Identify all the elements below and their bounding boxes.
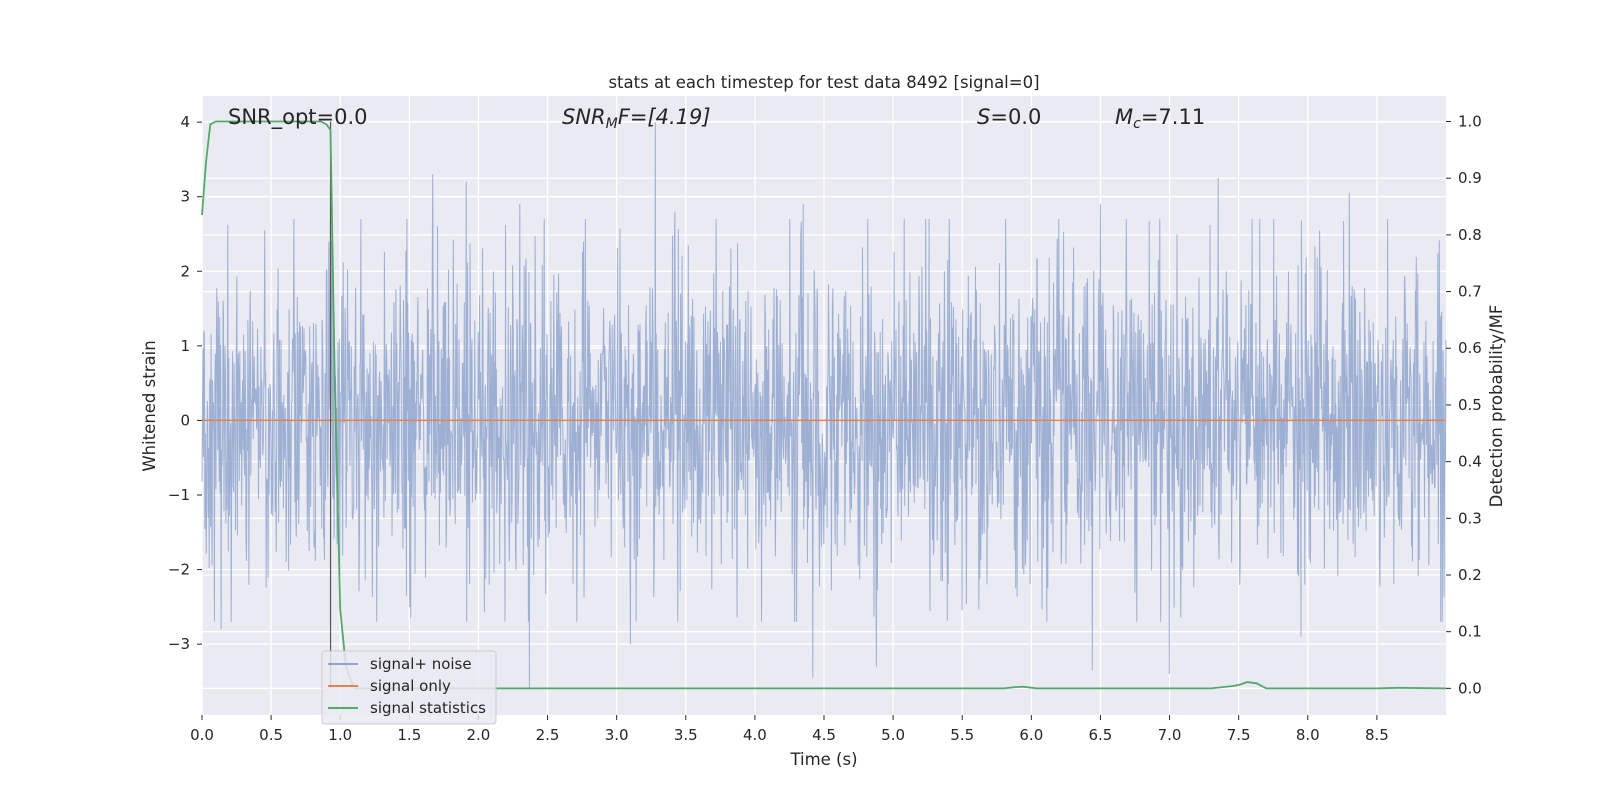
y-tick-label: 1	[180, 337, 190, 355]
annotation-s: S=0.0	[977, 105, 1041, 129]
legend-label-signal-only: signal only	[370, 677, 451, 695]
x-tick-label: 3.5	[674, 726, 698, 744]
y-right-tick-label: 0.6	[1458, 339, 1482, 357]
x-tick-label: 4.5	[812, 726, 836, 744]
y-right-tick-label: 0.4	[1458, 453, 1482, 471]
chart-title: stats at each timestep for test data 849…	[608, 73, 1039, 92]
legend-label-signal-statistics: signal statistics	[370, 699, 486, 717]
y-axis-label: Whitened strain	[140, 340, 159, 471]
grid	[201, 96, 1446, 715]
x-tick-label: 1.5	[397, 726, 421, 744]
x-tick-label: 5.5	[950, 726, 974, 744]
y-right-tick-label: 0.0	[1458, 679, 1482, 697]
y-tick-label: −3	[168, 635, 190, 653]
signal-statistics-line	[201, 120, 1447, 690]
x-tick-label: 7.5	[1227, 726, 1251, 744]
x-tick-label: 4.0	[743, 726, 767, 744]
tick-labels: 0.0 0.5 1.0 1.5 2.0 2.5 3.0 3.5 4.0 4.5 5.0 5.5 6.0 6…	[168, 113, 1482, 744]
legend-label-signal-noise: signal+ noise	[370, 655, 472, 673]
y-right-tick-label: 0.7	[1458, 283, 1482, 301]
y-tick-label: 4	[180, 113, 190, 131]
y-right-tick-label: 0.2	[1458, 566, 1482, 584]
signal-plus-noise-series	[201, 122, 1447, 689]
signal-plus-noise-line	[201, 122, 1447, 689]
y-right-axis-label: Detection probability/MF	[1487, 305, 1506, 508]
annotation-snr-mf: SNRMF=[4.19]	[562, 105, 711, 132]
x-tick-label: 3.0	[605, 726, 629, 744]
x-tick-label: 2.5	[536, 726, 560, 744]
y-tick-label: 3	[180, 188, 190, 206]
x-tick-label: 7.0	[1158, 726, 1182, 744]
y-tick-label: 2	[180, 262, 190, 280]
signal-statistics-series	[201, 120, 1447, 690]
x-tick-label: 0.5	[259, 726, 283, 744]
y-right-tick-label: 0.9	[1458, 169, 1482, 187]
legend-box	[321, 650, 497, 725]
y-right-tick-label: 0.8	[1458, 226, 1482, 244]
x-tick-label: 8.0	[1296, 726, 1320, 744]
x-tick-label: 2.0	[467, 726, 491, 744]
x-tick-label: 1.0	[328, 726, 352, 744]
y-right-tick-label: 1.0	[1458, 113, 1482, 131]
x-tick-label: 6.5	[1089, 726, 1113, 744]
annotation-mc: Mc=7.11	[1115, 105, 1205, 132]
legend: signal+ noise signal only signal statist…	[321, 650, 497, 725]
x-axis-label: Time (s)	[789, 750, 857, 769]
y-right-tick-label: 0.3	[1458, 509, 1482, 527]
annotation-snr-opt: SNR_opt=0.0	[228, 105, 368, 130]
y-right-tick-label: 0.1	[1458, 623, 1482, 641]
x-tick-label: 6.0	[1019, 726, 1043, 744]
y-tick-label: −2	[168, 561, 190, 579]
y-tick-label: 0	[180, 411, 190, 429]
x-tick-label: 0.0	[190, 726, 214, 744]
x-tick-label: 5.0	[881, 726, 905, 744]
y-right-tick-label: 0.5	[1458, 396, 1482, 414]
x-tick-label: 8.5	[1365, 726, 1389, 744]
y-tick-label: −1	[168, 486, 190, 504]
